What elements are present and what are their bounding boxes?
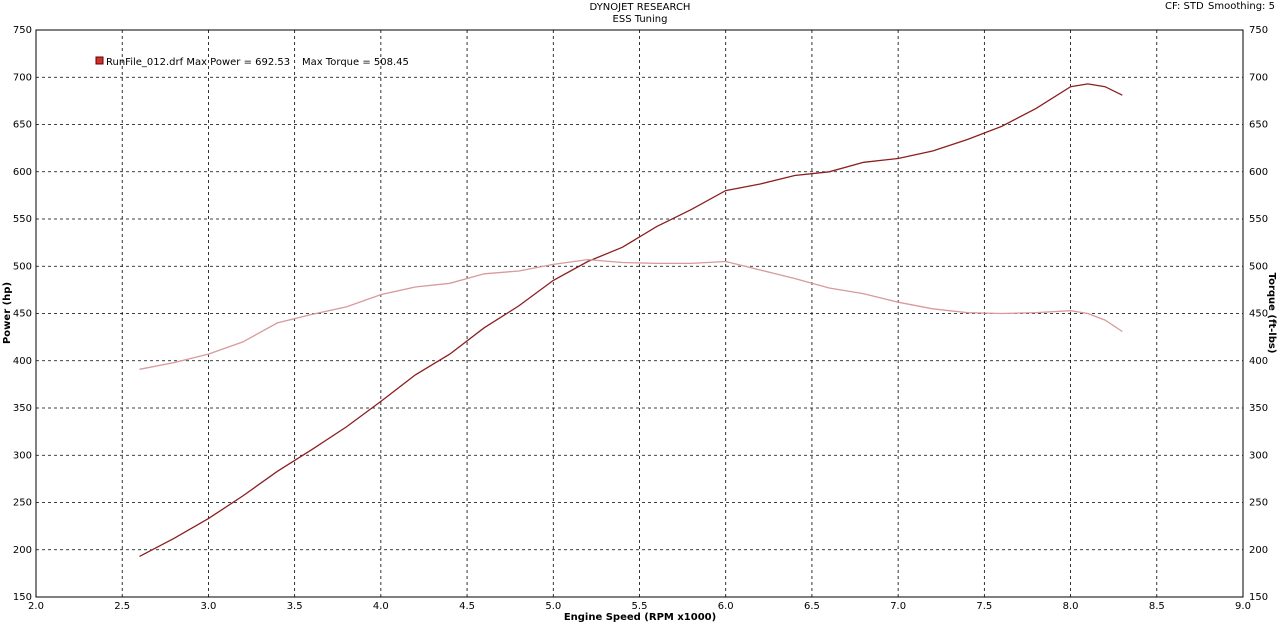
y2-axis-label: Torque (ft-lbs): [1266, 273, 1277, 354]
chart-title: DYNOJET RESEARCH: [590, 2, 691, 13]
series-line: [139, 83, 1123, 557]
y2-tick-label: 200: [1249, 545, 1268, 556]
x-tick-label: 4.5: [459, 601, 475, 612]
y-tick-label: 250: [13, 498, 32, 509]
x-tick-label: 8.5: [1149, 601, 1165, 612]
y2-tick-label: 400: [1249, 356, 1268, 367]
y2-tick-label: 600: [1249, 167, 1268, 178]
x-axis-label: Engine Speed (RPM x1000): [564, 612, 716, 622]
y-axis-label: Power (hp): [2, 282, 13, 344]
x-tick-label: 4.0: [373, 601, 389, 612]
y2-tick-label: 250: [1249, 498, 1268, 509]
x-tick-label: 2.0: [28, 601, 44, 612]
x-tick-label: 6.0: [718, 601, 734, 612]
x-tick-label: 8.0: [1063, 601, 1079, 612]
y-tick-label: 350: [13, 403, 32, 414]
x-tick-label: 7.0: [890, 601, 906, 612]
legend-swatch: [95, 56, 104, 65]
y-tick-label: 300: [13, 450, 32, 461]
y-tick-label: 400: [13, 356, 32, 367]
y-tick-label: 550: [13, 214, 32, 225]
y2-tick-label: 500: [1249, 261, 1268, 272]
y2-tick-label: 300: [1249, 450, 1268, 461]
y2-tick-label: 750: [1249, 25, 1268, 36]
y-tick-label: 750: [13, 25, 32, 36]
x-tick-label: 2.5: [114, 601, 130, 612]
y2-tick-label: 150: [1249, 592, 1268, 603]
x-tick-label: 6.5: [804, 601, 820, 612]
y-tick-label: 450: [13, 309, 32, 320]
y-tick-label: 700: [13, 72, 32, 83]
x-tick-label: 5.5: [632, 601, 648, 612]
y-tick-label: 150: [13, 592, 32, 603]
x-tick-label: 3.0: [200, 601, 216, 612]
corner-note: CF: STD: [1165, 1, 1204, 12]
chart-subtitle: ESS Tuning: [613, 14, 668, 25]
x-tick-label: 3.5: [287, 601, 303, 612]
legend-text: Max Torque = 508.45: [302, 57, 409, 68]
y2-tick-label: 350: [1249, 403, 1268, 414]
x-tick-label: 7.5: [976, 601, 992, 612]
corner-note: Smoothing: 5: [1208, 1, 1275, 12]
x-tick-label: 5.0: [545, 601, 561, 612]
y-tick-label: 200: [13, 545, 32, 556]
y2-tick-label: 700: [1249, 72, 1268, 83]
y2-tick-label: 650: [1249, 120, 1268, 131]
series-line: [139, 258, 1123, 370]
y-tick-label: 600: [13, 167, 32, 178]
y2-tick-label: 550: [1249, 214, 1268, 225]
legend-text: RunFile_012.drf Max Power = 692.53: [106, 57, 290, 68]
y2-tick-label: 450: [1249, 309, 1268, 320]
x-tick-label: 9.0: [1235, 601, 1251, 612]
y-tick-label: 650: [13, 120, 32, 131]
y-tick-label: 500: [13, 261, 32, 272]
